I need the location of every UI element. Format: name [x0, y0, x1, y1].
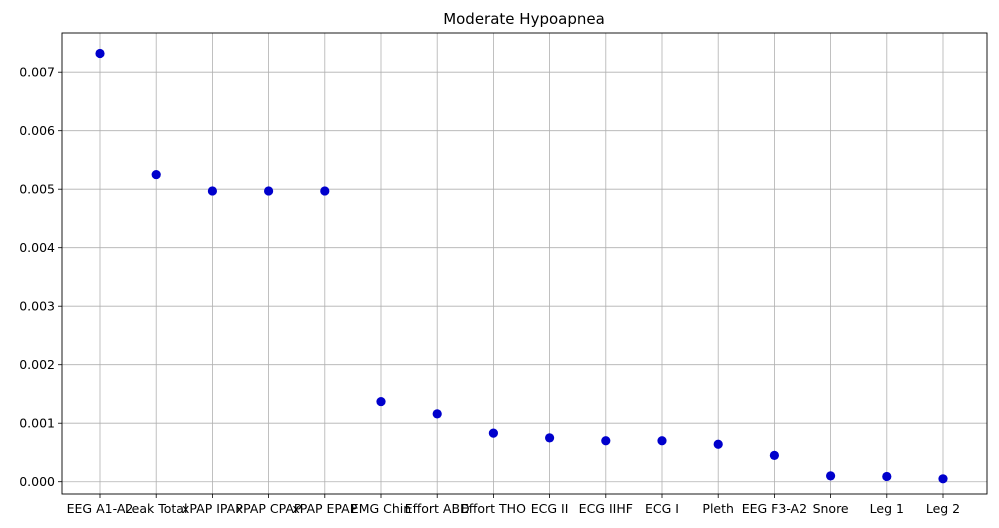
y-tick-label: 0.006	[19, 123, 55, 138]
plot-frame	[61, 32, 988, 495]
y-tick-label: 0.002	[19, 357, 55, 372]
y-tick-label: 0.003	[19, 299, 55, 314]
x-tick-label: Snore	[813, 501, 849, 516]
data-point	[769, 450, 780, 460]
x-tick-label: EEG A1-A2	[67, 501, 134, 516]
y-tick-label: 0.001	[19, 416, 55, 431]
data-point	[320, 186, 330, 196]
points-layer	[95, 48, 948, 484]
data-point	[882, 471, 892, 482]
data-point	[95, 48, 105, 59]
y-tick-label: 0.007	[19, 65, 55, 80]
x-tick-label: Effort ABD	[405, 501, 470, 516]
chart-title: Moderate Hypoapnea	[443, 10, 605, 28]
x-tick-label: Leg 1	[870, 501, 904, 516]
data-point	[207, 186, 217, 196]
data-point	[657, 436, 667, 446]
x-tick-label: EMG Chin	[351, 501, 411, 516]
x-tick-label: ECG IIHF	[579, 501, 633, 516]
y-tick-label: 0.004	[19, 240, 55, 255]
data-point	[488, 428, 498, 438]
x-tick-label: ECG II	[531, 501, 569, 516]
data-point	[151, 169, 161, 180]
data-point	[264, 186, 274, 196]
x-tick-label: Pleth	[702, 501, 734, 516]
x-tick-label: xPAP CPAP	[236, 501, 302, 516]
data-point	[545, 433, 555, 443]
data-point	[376, 396, 386, 407]
data-point	[713, 439, 723, 449]
x-tick-label: xPAP IPAP	[182, 501, 243, 516]
x-tick-label: ECG I	[645, 501, 679, 516]
y-axis-ticks: 0.000 0.001 0.002 0.003 0.004 0.005 0.006 0.007	[19, 65, 62, 489]
y-tick-label: 0.005	[19, 182, 55, 197]
x-tick-label: xPAP EPAP	[292, 501, 357, 516]
axes-layer	[61, 32, 988, 495]
data-point	[938, 474, 948, 484]
data-point	[432, 409, 442, 419]
y-tick-label: 0.000	[19, 474, 55, 489]
data-point	[826, 471, 836, 481]
x-tick-label: Leg 2	[926, 501, 960, 516]
x-tick-label: EEG F3-A2	[742, 501, 807, 516]
x-tick-label: Effort THO	[461, 501, 526, 516]
data-point	[601, 436, 611, 446]
x-tick-label: Leak Total	[125, 501, 188, 516]
